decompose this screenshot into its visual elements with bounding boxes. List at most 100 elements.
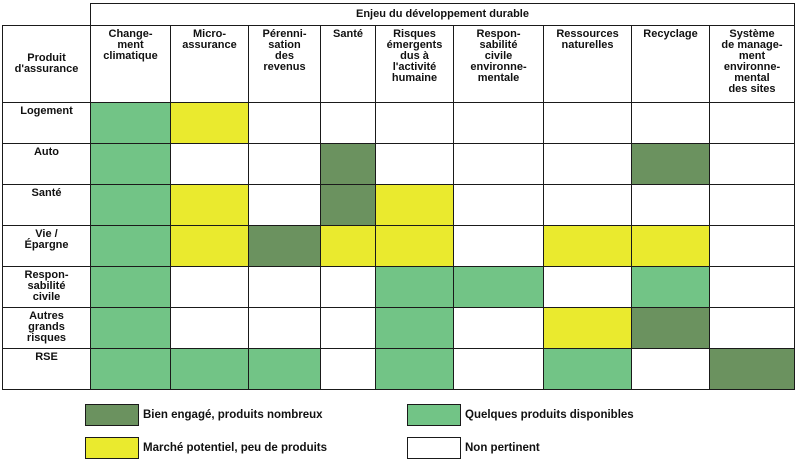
- matrix-cell-none: [248, 184, 321, 226]
- matrix-cell-none: [320, 307, 376, 349]
- matrix-cell-light: [90, 307, 171, 349]
- matrix-cell-none: [709, 307, 795, 349]
- matrix-cell-none: [709, 225, 795, 267]
- matrix-cell-none: [709, 143, 795, 185]
- matrix-cell-none: [453, 184, 544, 226]
- row-label: RSE: [2, 348, 91, 390]
- legend-item-light: Quelques produits disponibles: [407, 404, 634, 426]
- matrix-cell-none: [170, 266, 249, 308]
- row-label: Vie / Épargne: [2, 225, 91, 267]
- matrix-cell-yellow: [543, 225, 632, 267]
- table-row: Vie / Épargne: [2, 225, 795, 267]
- matrix-cell-light: [90, 102, 171, 144]
- matrix-cell-none: [170, 307, 249, 349]
- matrix-cell-light: [375, 348, 454, 390]
- matrix-cell-none: [631, 348, 710, 390]
- matrix-cell-yellow: [170, 225, 249, 267]
- matrix-cell-yellow: [320, 225, 376, 267]
- matrix-cell-dark: [320, 143, 376, 185]
- table-row: Logement: [2, 102, 795, 144]
- matrix-cell-none: [170, 143, 249, 185]
- matrix-cell-dark: [248, 225, 321, 267]
- matrix-cell-dark: [631, 307, 710, 349]
- table-row: Santé: [2, 184, 795, 226]
- column-header: Pérenni- sation des revenus: [248, 25, 321, 103]
- column-header: Système de manage- ment environne- menta…: [709, 25, 795, 103]
- table-row: Auto: [2, 143, 795, 185]
- matrix-cell-none: [709, 266, 795, 308]
- legend-swatch-none: [407, 437, 461, 459]
- matrix-cell-none: [375, 102, 454, 144]
- matrix-cell-yellow: [631, 225, 710, 267]
- matrix-cell-light: [248, 348, 321, 390]
- column-header: Change- ment climatique: [90, 25, 171, 103]
- row-label: Respon- sabilité civile: [2, 266, 91, 308]
- matrix-cell-dark: [320, 184, 376, 226]
- column-header: Ressources naturelles: [543, 25, 632, 103]
- legend-label-yellow: Marché potentiel, peu de produits: [143, 442, 328, 454]
- table-row: Autres grands risques: [2, 307, 795, 349]
- legend-swatch-dark: [85, 404, 139, 426]
- matrix-cell-none: [320, 348, 376, 390]
- row-label: Autres grands risques: [2, 307, 91, 349]
- matrix-cell-light: [453, 266, 544, 308]
- matrix-cell-none: [248, 266, 321, 308]
- matrix-cell-none: [453, 348, 544, 390]
- matrix-cell-light: [375, 307, 454, 349]
- matrix-cell-yellow: [543, 307, 632, 349]
- matrix-cell-none: [453, 143, 544, 185]
- matrix-cell-none: [709, 184, 795, 226]
- matrix-cell-none: [320, 266, 376, 308]
- matrix-cell-light: [90, 348, 171, 390]
- legend-swatch-yellow: [85, 437, 139, 459]
- column-header: Micro- assurance: [170, 25, 249, 103]
- row-label: Santé: [2, 184, 91, 226]
- legend: Bien engagé, produits nombreux Quelques …: [0, 400, 797, 466]
- matrix-cell-light: [631, 266, 710, 308]
- matrix-cell-light: [90, 266, 171, 308]
- legend-item-none: Non pertinent: [407, 437, 540, 459]
- matrix-cell-light: [375, 266, 454, 308]
- matrix-cell-yellow: [170, 102, 249, 144]
- matrix-cell-none: [248, 307, 321, 349]
- legend-label-dark: Bien engagé, produits nombreux: [143, 409, 323, 421]
- matrix-cell-none: [543, 143, 632, 185]
- matrix-cell-none: [453, 102, 544, 144]
- matrix-cell-light: [90, 184, 171, 226]
- column-header: Recyclage: [631, 25, 710, 103]
- row-label: Logement: [2, 102, 91, 144]
- blank-corner: [2, 3, 91, 26]
- column-header: Respon- sabilité civile environne- menta…: [453, 25, 544, 103]
- matrix-cell-none: [631, 184, 710, 226]
- matrix-cell-light: [90, 225, 171, 267]
- matrix-cell-none: [543, 184, 632, 226]
- legend-item-yellow: Marché potentiel, peu de produits: [85, 437, 327, 459]
- matrix-cell-none: [631, 102, 710, 144]
- matrix-cell-none: [248, 143, 321, 185]
- matrix-cell-light: [170, 348, 249, 390]
- matrix-cell-none: [453, 225, 544, 267]
- matrix-cell-dark: [709, 348, 795, 390]
- matrix-cell-light: [543, 348, 632, 390]
- matrix-cell-yellow: [375, 184, 454, 226]
- legend-label-light: Quelques produits disponibles: [465, 409, 634, 421]
- column-header: Santé: [320, 25, 376, 103]
- table-row: RSE: [2, 348, 795, 390]
- matrix-cell-none: [543, 102, 632, 144]
- table-row: Respon- sabilité civile: [2, 266, 795, 308]
- group-header: Enjeu du développement durable: [90, 3, 795, 26]
- matrix-cell-dark: [631, 143, 710, 185]
- corner-label: Produit d'assurance: [2, 25, 91, 103]
- matrix-cell-yellow: [170, 184, 249, 226]
- matrix-cell-none: [543, 266, 632, 308]
- matrix-cell-none: [375, 143, 454, 185]
- legend-swatch-light: [407, 404, 461, 426]
- legend-label-none: Non pertinent: [465, 442, 540, 454]
- row-label: Auto: [2, 143, 91, 185]
- matrix-cell-none: [453, 307, 544, 349]
- legend-item-dark: Bien engagé, produits nombreux: [85, 404, 323, 426]
- matrix-cell-light: [90, 143, 171, 185]
- sustainability-matrix: Enjeu du développement durable Produit d…: [2, 3, 795, 390]
- matrix-cell-none: [320, 102, 376, 144]
- matrix-cell-none: [248, 102, 321, 144]
